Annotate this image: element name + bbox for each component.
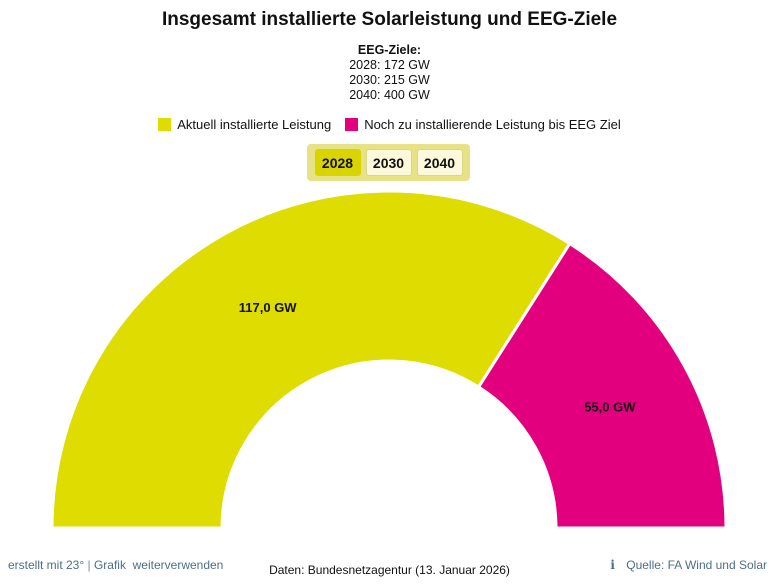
eeg-goal-line: 2030: 215 GW [349, 73, 430, 87]
year-tabs: 2028 2030 2040 [307, 144, 470, 181]
eeg-goal-line: 2028: 172 GW [349, 58, 430, 72]
tab-2040[interactable]: 2040 [416, 149, 463, 176]
legend-swatch-remaining [345, 118, 359, 131]
eeg-goals-heading: EEG-Ziele: [357, 43, 422, 57]
legend-label-remaining: Noch zu installierende Leistung bis EEG … [364, 117, 621, 132]
legend-item-remaining[interactable]: Noch zu installierende Leistung bis EEG … [345, 117, 621, 132]
legend: Aktuell installierte Leistung Noch zu in… [0, 117, 779, 132]
legend-swatch-installed [158, 118, 172, 131]
data-source: Daten: Bundesnetzagentur (13. Januar 202… [269, 563, 510, 577]
footer-separator: | [87, 558, 91, 572]
footer-source[interactable]: i Quelle: FA Wind und Solar [610, 558, 767, 572]
reuse-link[interactable]: Grafik weiterverwenden [93, 558, 224, 572]
credit-link[interactable]: erstellt mit 23° [8, 558, 85, 572]
legend-label-installed: Aktuell installierte Leistung [177, 117, 332, 132]
data-label-remaining: 55,0 GW [584, 400, 636, 415]
slice-installed[interactable] [50, 189, 572, 530]
info-icon[interactable]: i [610, 558, 615, 572]
data-label-installed: 117,0 GW [239, 300, 298, 315]
page-title: Insgesamt installierte Solarleistung und… [161, 9, 618, 30]
slice-remaining[interactable] [476, 241, 728, 530]
tab-2028[interactable]: 2028 [314, 149, 361, 176]
legend-item-installed[interactable]: Aktuell installierte Leistung [158, 117, 331, 132]
source-link[interactable]: Quelle: FA Wind und Solar [626, 558, 767, 572]
eeg-goal-line: 2040: 400 GW [349, 88, 430, 102]
footer-credit: erstellt mit 23° | Grafik weiterverwende… [8, 558, 223, 572]
eeg-goals: EEG-Ziele: 2028: 172 GW 2030: 215 GW 204… [0, 43, 779, 103]
tab-2030[interactable]: 2030 [365, 149, 412, 176]
